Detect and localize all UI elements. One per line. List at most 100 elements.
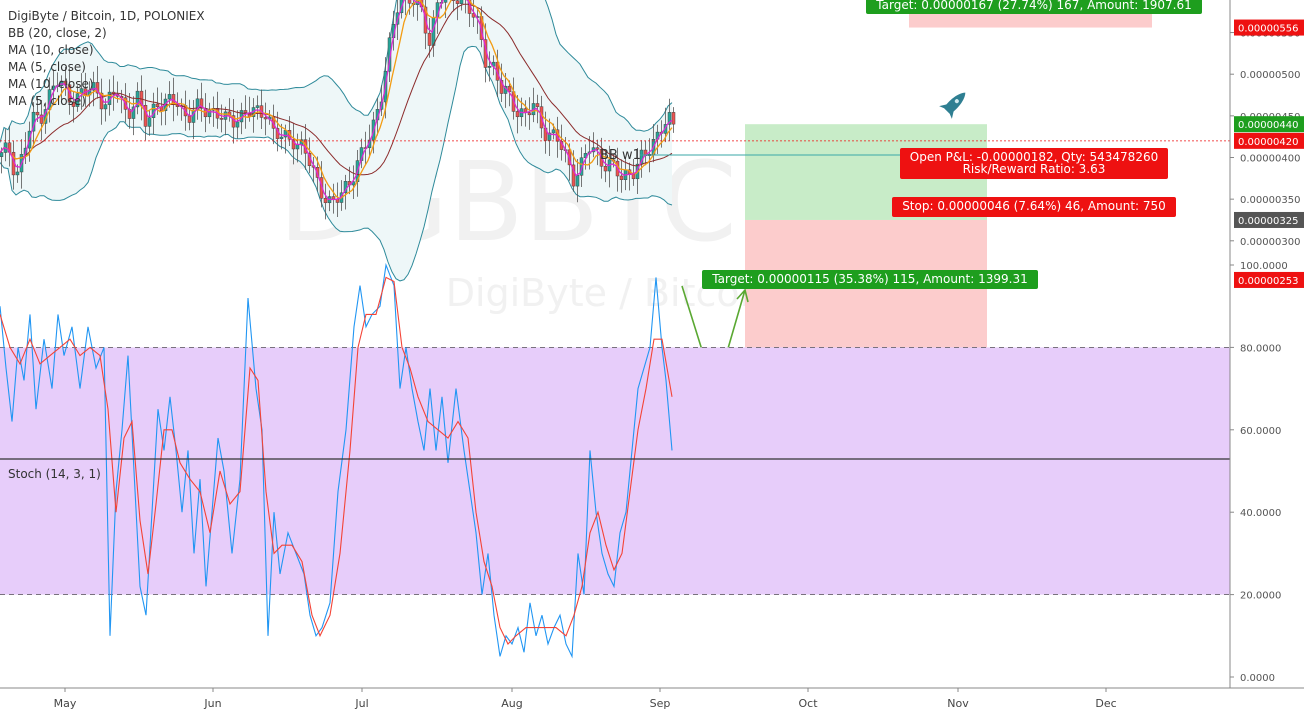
- candle-body: [147, 117, 152, 127]
- candle-body: [219, 117, 224, 120]
- candle: [235, 110, 240, 139]
- candle-body: [295, 144, 300, 150]
- bb-w1-label: BB w1: [600, 148, 641, 163]
- candle-body: [167, 94, 172, 100]
- candle-body: [279, 136, 284, 139]
- stoch-tick-label: 40.0000: [1240, 508, 1281, 519]
- pos1-stop-label-text: Stop: 0.00000046 (7.64%) 46, Amount: 750: [902, 199, 1166, 213]
- candle-body: [15, 171, 20, 176]
- candle-body: [235, 121, 240, 128]
- legend-bb[interactable]: BB (20, close, 2): [8, 26, 107, 40]
- time-tick-label: Jun: [203, 697, 221, 710]
- candle-body: [443, 0, 448, 3]
- stoch-legend[interactable]: Stoch (14, 3, 1): [8, 467, 101, 481]
- stoch-d-line: [0, 276, 673, 645]
- stoch-k-line: [0, 262, 673, 659]
- candle: [455, 0, 460, 21]
- candle: [263, 102, 268, 136]
- time-tick-label: May: [54, 697, 77, 710]
- candle: [243, 95, 248, 129]
- candle-body: [427, 32, 432, 46]
- candle-body: [551, 129, 556, 134]
- pos2-target-label[interactable]: Target: 0.00000115 (35.38%) 115, Amount:…: [702, 270, 1038, 289]
- legend-ma-4[interactable]: MA (5, close): [8, 94, 86, 108]
- candle: [515, 94, 520, 134]
- pos1-pnl-label-text: Risk/Reward Ratio: 3.63: [963, 162, 1106, 176]
- price-tick-label: 0.00000300: [1240, 237, 1300, 248]
- candle-body: [35, 111, 40, 116]
- price-tick-label: 0.00000500: [1240, 70, 1300, 81]
- candle-body: [595, 147, 600, 150]
- stoch-tick-label: 80.0000: [1240, 343, 1281, 354]
- candle: [63, 66, 68, 96]
- pos2-target-label-text: Target: 0.00000115 (35.38%) 115, Amount:…: [711, 272, 1027, 286]
- stoch-tick-label: 20.0000: [1240, 591, 1281, 602]
- price-marker-box: [1234, 271, 1304, 288]
- candle: [279, 123, 284, 150]
- price-marker-box: [1234, 132, 1304, 149]
- candle-body: [467, 0, 472, 14]
- candle-body: [487, 65, 492, 68]
- candle: [527, 97, 532, 130]
- candle-body: [455, 0, 460, 4]
- time-tick-label: Jul: [354, 697, 368, 710]
- price-marker: 0.00000325: [1234, 211, 1304, 228]
- time-tick-label: Nov: [947, 697, 969, 710]
- price-marker-text: 0.00000556: [1238, 24, 1298, 35]
- candle-body: [471, 13, 476, 18]
- candle: [667, 98, 672, 142]
- legend-ma-2[interactable]: MA (5, close): [8, 60, 86, 74]
- candle-body: [0, 152, 4, 157]
- price-marker-box: [1234, 211, 1304, 228]
- price-marker-text: 0.00000420: [1238, 137, 1298, 148]
- candle-body: [155, 103, 160, 107]
- candle-body: [451, 0, 456, 1]
- price-marker-text: 0.00000325: [1238, 216, 1298, 227]
- price-marker: 0.00000420: [1234, 132, 1304, 149]
- candle-body: [331, 196, 336, 200]
- candle-body: [91, 82, 96, 91]
- candle: [575, 158, 580, 203]
- price-marker-text: 0.00000253: [1238, 276, 1298, 287]
- pos1-stop-label-box: [892, 197, 1176, 217]
- legend-ma-1[interactable]: MA (10, close): [8, 43, 94, 57]
- candle: [465, 0, 466, 14]
- candle-body: [63, 80, 68, 85]
- pos1-target-label[interactable]: Target: 0.00000167 (27.74%) 167, Amount:…: [866, 0, 1202, 14]
- pos1-pnl-label[interactable]: Open P&L: -0.00000182, Qty: 543478260Ris…: [900, 148, 1168, 179]
- legend-ma-3[interactable]: MA (10, close): [8, 77, 94, 91]
- time-tick-label: Dec: [1095, 697, 1116, 710]
- ma-long-line: [0, 3, 673, 176]
- ma-fast-line: [0, 0, 673, 201]
- candle-body: [39, 114, 44, 124]
- candle: [147, 109, 152, 136]
- price-tick-label: 0.00000400: [1240, 154, 1300, 165]
- rocket-window: [954, 99, 959, 104]
- stoch-band: [0, 347, 1230, 595]
- candle: [255, 95, 260, 120]
- candle-body: [571, 164, 576, 187]
- candle: [35, 95, 40, 122]
- candle-body: [603, 166, 608, 172]
- chart-legend: DigiByte / Bitcoin, 1D, POLONIEX BB (20,…: [8, 8, 205, 110]
- pos1-stop-label[interactable]: Stop: 0.00000046 (7.64%) 46, Amount: 750: [892, 197, 1176, 217]
- candle: [451, 0, 456, 12]
- time-tick-label: Oct: [798, 697, 818, 710]
- candle: [603, 149, 608, 183]
- candle-body: [103, 104, 108, 110]
- rocket-fins: [939, 104, 954, 119]
- pos1-target-label-text: Target: 0.00000167 (27.74%) 167, Amount:…: [875, 0, 1191, 12]
- moving-averages: [0, 0, 673, 201]
- candle: [291, 122, 296, 165]
- pos2-target-label-box: [702, 270, 1038, 289]
- candle: [671, 107, 676, 133]
- legend-title[interactable]: DigiByte / Bitcoin, 1D, POLONIEX: [8, 9, 205, 23]
- candle-body: [459, 0, 464, 4]
- price-marker-box: [1234, 116, 1304, 133]
- stoch-tick-label: 100.0000: [1240, 261, 1288, 272]
- price-marker-box: [1234, 19, 1304, 36]
- candle-body: [263, 117, 268, 120]
- candle: [427, 17, 432, 58]
